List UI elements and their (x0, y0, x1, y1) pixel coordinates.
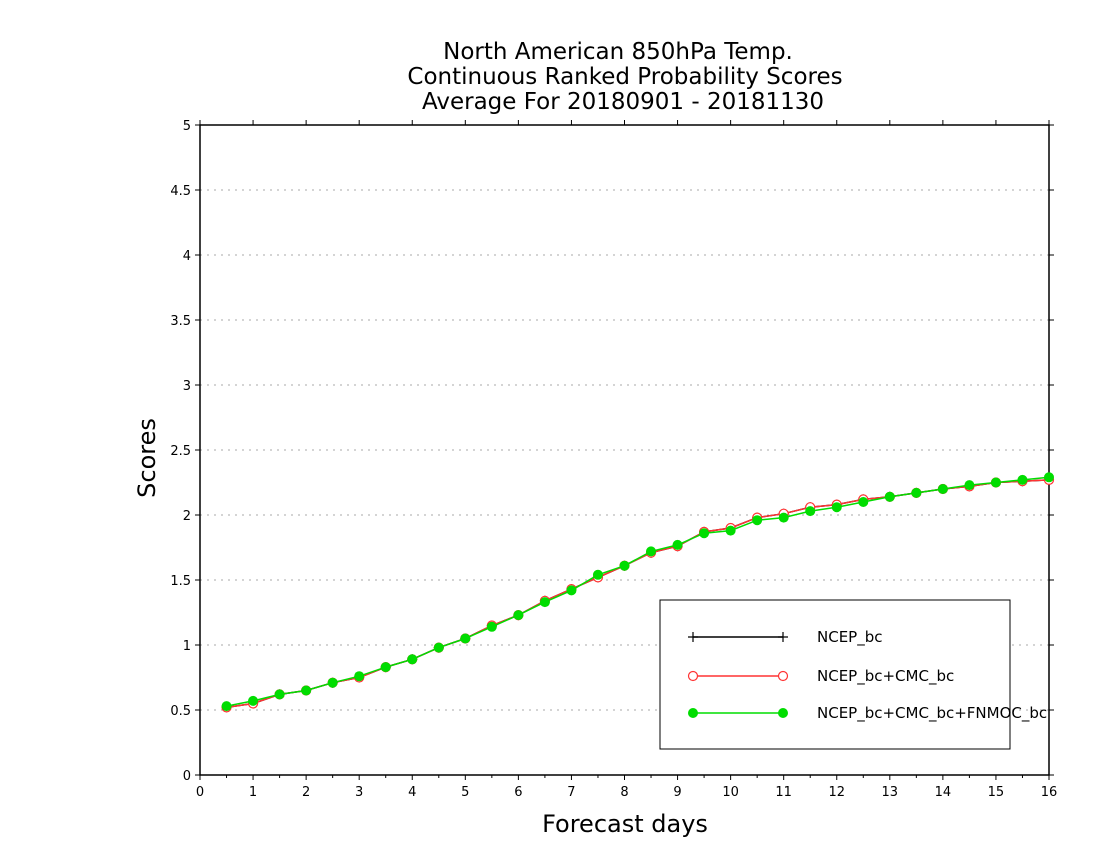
x-tick-label: 9 (673, 785, 681, 800)
data-point (248, 695, 259, 706)
legend-label: NCEP_bc (817, 628, 883, 647)
y-tick-label: 0 (183, 769, 191, 784)
data-point (221, 701, 232, 712)
legend-marker (688, 708, 698, 718)
data-point (1017, 474, 1028, 485)
data-point (752, 515, 763, 526)
data-point (964, 480, 975, 491)
x-tick-label: 1 (249, 785, 257, 800)
data-point (937, 484, 948, 494)
x-tick-label: 0 (196, 785, 204, 800)
legend-label: NCEP_bc+CMC_bc (817, 667, 954, 686)
legend-box (659, 599, 1011, 750)
y-tick-label: 4.5 (170, 184, 191, 199)
data-point (831, 502, 842, 513)
data-point (407, 654, 418, 665)
x-tick-label: 15 (988, 785, 1005, 800)
legend-marker (777, 670, 789, 682)
data-point (858, 497, 869, 507)
data-point (699, 528, 710, 539)
data-point (301, 685, 312, 696)
data-point (460, 633, 471, 644)
axes: 0 1 2 3 4 5 6 7 8 9 10 11 12 13 14 15 1600.511.522.533.5… (170, 119, 1057, 800)
legend-marker (778, 632, 788, 642)
data-series (221, 472, 1055, 713)
x-axis-label: Forecast days (542, 810, 708, 838)
chart-title-line-2: Continuous Ranked Probability Scores (407, 64, 842, 90)
y-tick-label: 2.5 (170, 444, 191, 459)
data-point (672, 539, 683, 550)
legend-entry-2: NCEP_bc+CMC_bc+FNMOC_bc (688, 704, 1047, 723)
y-tick-label: 4 (183, 249, 191, 264)
data-point (566, 585, 577, 596)
y-tick-label: 1 (183, 639, 191, 654)
y-tick-label: 2 (183, 509, 191, 524)
data-point (990, 477, 1001, 488)
data-point (433, 642, 444, 653)
legend-marker (778, 708, 788, 718)
data-point (380, 662, 391, 673)
chart-title-line-3: Average For 20180901 - 20181130 (422, 89, 824, 115)
x-tick-label: 10 (722, 785, 739, 800)
data-point (539, 597, 550, 608)
x-tick-label: 6 (514, 785, 522, 800)
legend-label: NCEP_bc+CMC_bc+FNMOC_bc (817, 704, 1047, 723)
data-point (646, 546, 657, 557)
data-point (327, 677, 338, 688)
legend: NCEP_bc NCEP_bc+CMC_bc NCEP_bc+CMC_bc+FNMO… (659, 599, 1047, 750)
data-point (274, 689, 285, 700)
x-tick-label: 8 (620, 785, 628, 800)
data-point (513, 610, 524, 621)
y-tick-label: 0.5 (170, 704, 191, 719)
data-point (619, 560, 630, 571)
data-point (911, 487, 922, 498)
y-tick-label: 5 (183, 119, 191, 134)
y-axis-label: Scores (133, 418, 161, 498)
legend-entry-0: NCEP_bc (688, 628, 883, 647)
data-point (592, 569, 603, 580)
data-point (354, 671, 365, 682)
x-tick-label: 7 (567, 785, 575, 800)
series-2 (221, 472, 1054, 712)
x-tick-label: 2 (302, 785, 310, 800)
legend-marker (688, 632, 698, 642)
data-point (778, 512, 789, 523)
y-tick-label: 1.5 (170, 574, 191, 589)
data-point (486, 621, 497, 632)
data-point (884, 491, 895, 502)
x-tick-label: 3 (355, 785, 363, 800)
x-tick-label: 5 (461, 785, 469, 800)
x-tick-label: 16 (1041, 785, 1058, 800)
x-tick-label: 12 (828, 785, 845, 800)
legend-entry-1: NCEP_bc+CMC_bc (687, 667, 954, 686)
chart-title-line-1: North American 850hPa Temp. (443, 39, 793, 65)
x-tick-label: 13 (882, 785, 899, 800)
x-tick-label: 4 (408, 785, 416, 800)
data-point (1044, 472, 1054, 483)
y-tick-label: 3.5 (170, 314, 191, 329)
y-tick-label: 3 (183, 379, 191, 394)
x-tick-label: 14 (935, 785, 952, 800)
x-tick-label: 11 (775, 785, 792, 800)
data-point (805, 506, 816, 517)
data-point (725, 525, 736, 536)
legend-marker (687, 670, 699, 682)
